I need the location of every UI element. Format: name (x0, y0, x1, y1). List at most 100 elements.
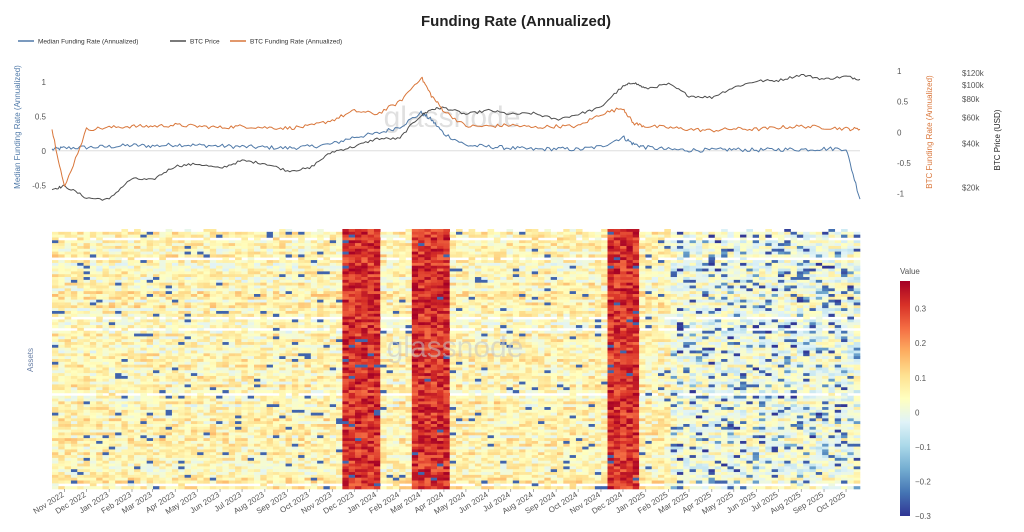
heatmap-cell[interactable] (847, 296, 854, 300)
heatmap-cell[interactable] (815, 308, 823, 312)
heatmap-cell[interactable] (557, 342, 564, 346)
heatmap-cell[interactable] (462, 319, 469, 323)
heatmap-cell[interactable] (822, 313, 829, 317)
heatmap-cell[interactable] (83, 260, 91, 264)
heatmap-cell[interactable] (487, 277, 495, 281)
heatmap-cell[interactable] (424, 262, 432, 267)
heatmap-cell[interactable] (329, 344, 337, 348)
heatmap-cell[interactable] (834, 285, 842, 289)
heatmap-cell[interactable] (77, 339, 84, 343)
heatmap-cell[interactable] (134, 288, 141, 292)
heatmap-cell[interactable] (348, 299, 356, 303)
heatmap-cell[interactable] (620, 339, 627, 343)
heatmap-cell[interactable] (601, 325, 608, 329)
heatmap-cell[interactable] (531, 245, 539, 250)
heatmap-cell[interactable] (525, 288, 533, 292)
heatmap-cell[interactable] (418, 305, 425, 309)
heatmap-cell[interactable] (474, 285, 482, 289)
heatmap-cell[interactable] (121, 313, 129, 317)
heatmap-cell[interactable] (121, 240, 129, 244)
heatmap-cell[interactable] (418, 279, 425, 283)
heatmap-cell[interactable] (676, 271, 684, 275)
heatmap-cell[interactable] (96, 322, 103, 326)
heatmap-cell[interactable] (822, 231, 829, 235)
heatmap-cell[interactable] (456, 313, 463, 317)
heatmap-cell[interactable] (632, 333, 640, 337)
heatmap-cell[interactable] (626, 299, 634, 303)
heatmap-cell[interactable] (355, 262, 362, 267)
heatmap-cell[interactable] (841, 330, 848, 334)
heatmap-cell[interactable] (683, 339, 690, 343)
heatmap-cell[interactable] (727, 240, 735, 244)
heatmap-cell[interactable] (355, 333, 362, 337)
heatmap-cell[interactable] (279, 245, 286, 250)
heatmap-cell[interactable] (386, 330, 394, 334)
heatmap-cell[interactable] (645, 330, 652, 334)
heatmap-cell[interactable] (714, 336, 722, 340)
heatmap-cell[interactable] (380, 294, 387, 298)
heatmap-cell[interactable] (222, 254, 230, 258)
heatmap-cell[interactable] (77, 265, 84, 269)
heatmap-cell[interactable] (834, 310, 842, 315)
heatmap-cell[interactable] (714, 265, 722, 269)
heatmap-cell[interactable] (336, 294, 343, 298)
heatmap-cell[interactable] (392, 344, 400, 348)
heatmap-cell[interactable] (828, 330, 836, 334)
heatmap-cell[interactable] (291, 291, 299, 295)
heatmap-cell[interactable] (279, 285, 286, 289)
heatmap-cell[interactable] (670, 330, 678, 334)
heatmap-cell[interactable] (575, 319, 583, 323)
heatmap-cell[interactable] (500, 333, 507, 337)
heatmap-cell[interactable] (601, 302, 608, 306)
heatmap-cell[interactable] (493, 336, 501, 340)
heatmap-cell[interactable] (582, 262, 589, 267)
heatmap-cell[interactable] (171, 262, 179, 267)
heatmap-cell[interactable] (285, 231, 293, 235)
heatmap-cell[interactable] (809, 251, 817, 255)
heatmap-cell[interactable] (235, 277, 242, 281)
heatmap-cell[interactable] (714, 294, 722, 298)
heatmap-cell[interactable] (563, 231, 570, 235)
heatmap-cell[interactable] (695, 325, 703, 329)
heatmap-cell[interactable] (853, 325, 861, 329)
heatmap-cell[interactable] (70, 268, 78, 272)
heatmap-cell[interactable] (260, 274, 267, 278)
heatmap-cell[interactable] (676, 344, 684, 348)
heatmap-cell[interactable] (323, 310, 331, 315)
heatmap-cell[interactable] (291, 279, 299, 283)
heatmap-cell[interactable] (834, 265, 842, 269)
heatmap-cell[interactable] (594, 344, 602, 348)
heatmap-cell[interactable] (203, 262, 211, 267)
heatmap-cell[interactable] (203, 285, 211, 289)
heatmap-cell[interactable] (418, 243, 425, 247)
heatmap-cell[interactable] (803, 322, 810, 326)
heatmap-cell[interactable] (399, 282, 406, 286)
heatmap-cell[interactable] (424, 237, 432, 241)
heatmap-cell[interactable] (746, 277, 753, 281)
heatmap-cell[interactable] (670, 285, 678, 289)
heatmap-cell[interactable] (481, 268, 488, 272)
heatmap-cell[interactable] (430, 279, 438, 283)
heatmap-cell[interactable] (828, 260, 836, 264)
heatmap-cell[interactable] (424, 274, 432, 278)
heatmap-cell[interactable] (733, 294, 741, 298)
heatmap-cell[interactable] (531, 325, 539, 329)
heatmap-cell[interactable] (159, 344, 166, 348)
heatmap-cell[interactable] (437, 234, 444, 238)
heatmap-cell[interactable] (525, 313, 533, 317)
heatmap-cell[interactable] (670, 294, 678, 298)
heatmap-cell[interactable] (77, 294, 84, 298)
heatmap-cell[interactable] (651, 325, 659, 329)
heatmap-cell[interactable] (456, 245, 463, 250)
heatmap-cell[interactable] (493, 330, 501, 334)
heatmap-cell[interactable] (740, 319, 747, 323)
heatmap-cell[interactable] (153, 339, 160, 343)
heatmap-cell[interactable] (108, 245, 116, 250)
heatmap-cell[interactable] (165, 260, 173, 264)
heatmap-cell[interactable] (632, 277, 640, 281)
heatmap-cell[interactable] (171, 327, 179, 332)
heatmap-cell[interactable] (418, 339, 425, 343)
heatmap-cell[interactable] (481, 313, 488, 317)
heatmap-cell[interactable] (52, 282, 59, 286)
heatmap-cell[interactable] (58, 299, 65, 303)
